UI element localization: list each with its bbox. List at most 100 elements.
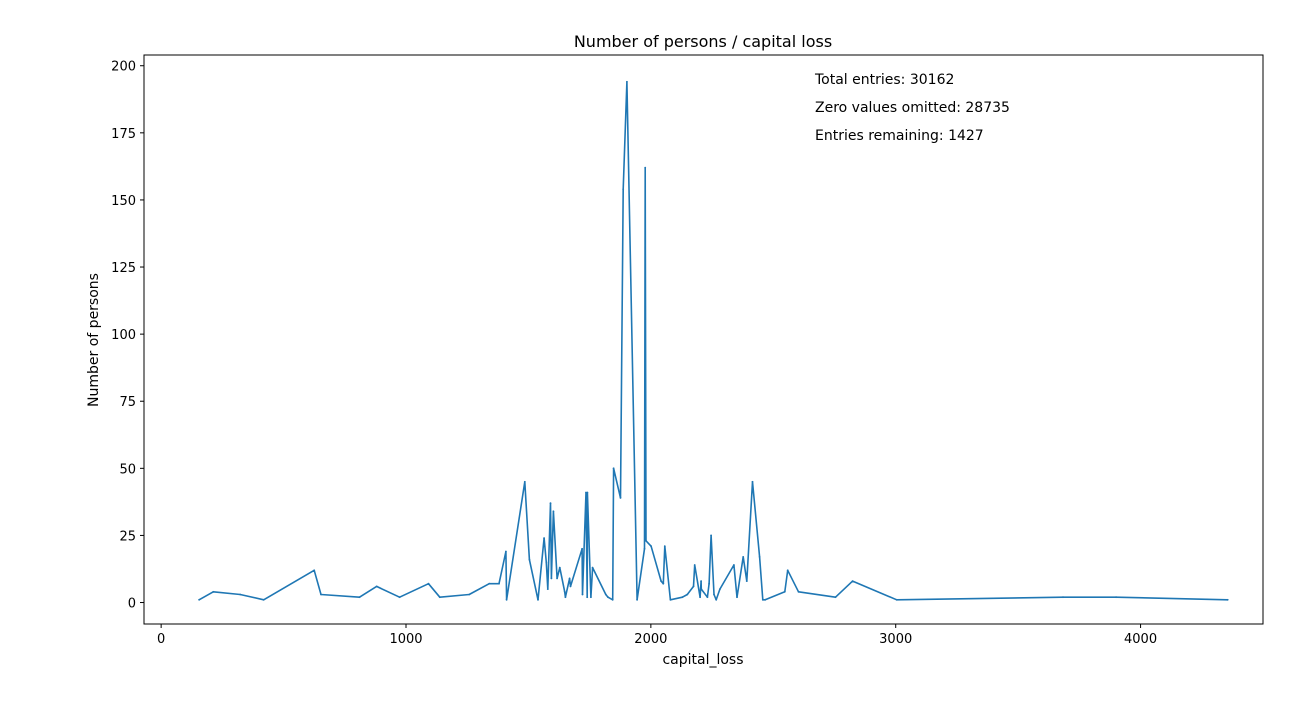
data-point (783, 590, 786, 593)
data-point (427, 582, 430, 585)
data-point (669, 598, 672, 601)
x-tick-label: 4000 (1124, 632, 1157, 647)
data-point (604, 593, 607, 596)
x-axis-label: capital_loss (662, 652, 743, 668)
data-point (761, 598, 764, 601)
data-point (742, 556, 745, 558)
data-point (558, 566, 561, 569)
data-point (710, 534, 712, 537)
data-point (681, 596, 684, 599)
data-point (662, 582, 665, 585)
data-point (585, 491, 587, 494)
plot-layer (198, 80, 1229, 601)
data-point (1115, 596, 1117, 599)
data-point (797, 590, 800, 593)
x-tick-label: 3000 (879, 632, 912, 647)
data-point (581, 547, 583, 550)
data-point (320, 593, 322, 596)
data-point (626, 80, 628, 83)
data-point (556, 577, 558, 580)
data-point (528, 558, 531, 561)
y-axis-label: Number of persons (86, 273, 102, 407)
data-point (650, 545, 652, 548)
data-point (706, 596, 709, 599)
data-point (758, 556, 761, 558)
data-point (523, 480, 526, 483)
data-point (375, 585, 378, 588)
annotation-text: Zero values omitted: 28735 (815, 100, 1010, 116)
data-point (645, 539, 647, 542)
y-tick-label: 100 (111, 328, 136, 343)
data-point (550, 577, 553, 580)
data-point (736, 596, 738, 599)
chart-title: Number of persons / capital loss (574, 32, 832, 51)
data-point (663, 545, 666, 548)
y-tick-label: 50 (119, 462, 136, 477)
data-point (660, 580, 662, 582)
data-point (545, 561, 548, 564)
data-point (212, 590, 215, 593)
data-point (700, 580, 702, 582)
data-point (713, 593, 715, 596)
data-point (745, 580, 748, 582)
data-point (1226, 598, 1229, 601)
data-point (786, 569, 789, 572)
data-point (733, 564, 735, 566)
data-point (643, 547, 646, 550)
data-point (498, 582, 500, 585)
data-point (398, 596, 401, 599)
data-point (239, 593, 242, 596)
data-point (505, 550, 507, 553)
plot-frame (143, 54, 1264, 625)
data-point (488, 582, 491, 585)
data-point (537, 598, 539, 601)
data-point (552, 510, 555, 513)
data-point (693, 564, 696, 566)
data-point (505, 598, 508, 601)
data-point (590, 596, 592, 599)
data-point (358, 596, 361, 599)
x-tick-label: 0 (157, 632, 165, 647)
y-tick-label: 200 (111, 60, 136, 75)
y-tick-label: 150 (111, 194, 136, 209)
data-point (719, 588, 721, 590)
x-tick-label: 2000 (634, 632, 667, 647)
data-point (198, 598, 201, 601)
y-tick-label: 25 (119, 529, 136, 544)
data-point (262, 598, 265, 601)
data-point (834, 596, 837, 599)
data-point (715, 598, 718, 601)
data-point (619, 497, 622, 499)
data-point (568, 577, 571, 580)
data-point (569, 585, 572, 588)
data-point (708, 582, 710, 585)
data-point (591, 566, 594, 569)
data-point (564, 596, 567, 599)
data-point (586, 596, 589, 599)
data-point (586, 491, 589, 494)
y-tick-label: 175 (111, 127, 136, 142)
data-point (563, 590, 566, 593)
ticks-layer: 0 1000 2000 3000 4000 0 25 50 75 100 125 150 175 200 (111, 60, 1157, 647)
annotation-text: Entries remaining: 1427 (815, 128, 984, 144)
data-point (851, 580, 854, 582)
data-point (692, 585, 695, 588)
data-point (700, 588, 703, 590)
data-point (764, 598, 767, 601)
data-point (581, 593, 584, 596)
data-point (686, 593, 689, 596)
data-point (1062, 596, 1064, 599)
data-point (313, 569, 316, 572)
annotation-layer: Total entries: 30162 Zero values omitted:… (814, 72, 1010, 144)
data-point (895, 598, 898, 601)
y-tick-label: 125 (111, 261, 136, 276)
x-tick-label: 1000 (389, 632, 422, 647)
y-tick-label: 75 (119, 395, 136, 410)
series-line (198, 81, 1228, 601)
data-point (546, 588, 549, 590)
data-point (699, 596, 701, 599)
data-point (751, 480, 754, 483)
